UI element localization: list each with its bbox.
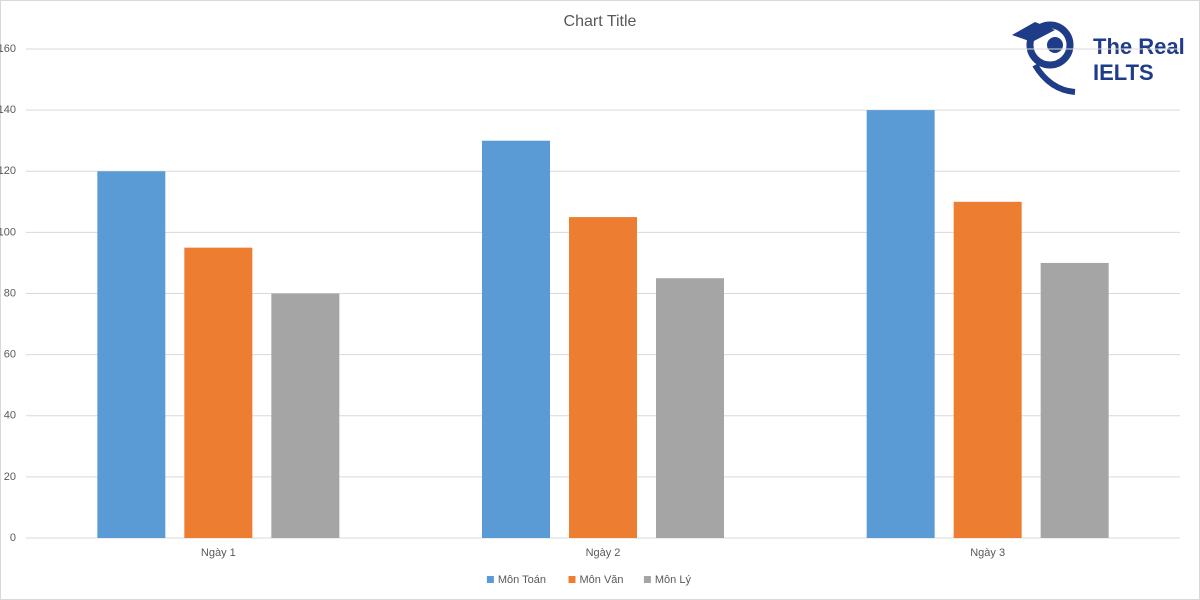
bar <box>1040 262 1109 538</box>
bar <box>953 201 1022 538</box>
logo-icon <box>1026 21 1074 69</box>
logo: The Real IELTS <box>1012 21 1185 95</box>
bar <box>271 293 340 538</box>
legend-label: Môn Văn <box>580 574 624 586</box>
bar <box>482 140 550 538</box>
bar <box>569 217 637 538</box>
legend-swatch <box>486 576 494 583</box>
bar <box>866 110 935 538</box>
logo-text: The Real <box>1093 34 1185 59</box>
x-tick-label: Ngày 1 <box>201 547 236 559</box>
bar <box>184 247 253 538</box>
y-tick-label: 80 <box>4 287 16 299</box>
logo-icon <box>1032 63 1076 95</box>
logo-icon <box>1012 22 1055 42</box>
legend-swatch <box>643 576 651 583</box>
y-tick-label: 0 <box>10 532 16 544</box>
bar <box>97 171 166 538</box>
x-tick-label: Ngày 3 <box>970 547 1005 559</box>
y-tick-label: 40 <box>4 410 16 422</box>
chart-title: Chart Title <box>564 13 637 30</box>
y-tick-label: 20 <box>4 471 16 483</box>
legend-label: Môn Toán <box>498 574 546 586</box>
y-tick-label: 100 <box>0 226 16 238</box>
logo-text: IELTS <box>1093 60 1154 85</box>
x-tick-label: Ngày 2 <box>586 547 621 559</box>
y-tick-label: 60 <box>4 349 16 361</box>
y-tick-label: 140 <box>0 104 16 116</box>
legend-label: Môn Lý <box>655 574 692 586</box>
y-tick-label: 160 <box>0 43 16 55</box>
bar <box>656 278 724 538</box>
logo-icon <box>1047 37 1063 53</box>
legend-swatch <box>568 576 576 583</box>
y-tick-label: 120 <box>0 165 16 177</box>
